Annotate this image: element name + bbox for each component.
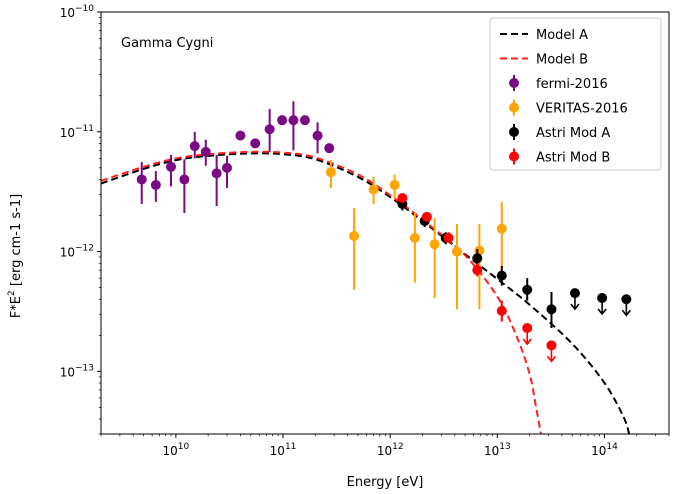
- astri-mod-b-point: [472, 265, 483, 276]
- fermi-2016-point: [150, 179, 161, 190]
- legend-label-veritas-2016: VERITAS-2016: [536, 102, 628, 117]
- astri-mod-b-point: [522, 323, 533, 334]
- x-tick-exponent: 12: [392, 442, 403, 452]
- x-tick-label: 1012: [377, 442, 404, 458]
- veritas-2016-point: [325, 167, 336, 178]
- chart-annotation: Gamma Cygni: [121, 36, 213, 51]
- legend-label-fermi-2016: fermi-2016: [536, 77, 608, 92]
- astri-mod-b-limit-arrow: [522, 338, 532, 346]
- y-axis-title-base: F*E: [9, 296, 24, 318]
- veritas-2016-point: [368, 184, 379, 195]
- y-axis-title-rest: [erg cm-1 s-1]: [9, 194, 24, 290]
- legend-label-astri-mod-b: Astri Mod B: [536, 151, 610, 166]
- x-tick-label: 1011: [270, 442, 297, 458]
- fermi-2016-point: [250, 138, 261, 149]
- y-tick-label: 10−12: [60, 244, 94, 260]
- fermi-2016-point: [179, 174, 190, 185]
- fermi-2016-point: [165, 161, 176, 172]
- legend-label-model-a: Model A: [536, 28, 588, 43]
- fermi-2016-point: [222, 162, 233, 173]
- y-tick-label: 10−11: [60, 124, 94, 140]
- astri-mod-a-point: [569, 288, 580, 299]
- veritas-2016-point: [496, 223, 507, 234]
- legend-swatch-astri-mod-a: [509, 127, 519, 137]
- y-axis-title: F*E2 [erg cm-1 s-1]: [7, 194, 24, 318]
- y-tick-mantissa: 10: [60, 246, 75, 260]
- fermi-2016-point: [277, 115, 288, 126]
- x-tick-label: 1010: [163, 442, 190, 458]
- veritas-2016-point: [429, 239, 440, 250]
- fermi-2016-point: [312, 130, 323, 141]
- y-tick-exponent: −13: [75, 363, 94, 373]
- fermi-2016-point: [235, 130, 246, 141]
- legend-box: [489, 17, 662, 171]
- legend-label-model-b: Model B: [536, 53, 588, 68]
- astri-mod-a-point: [597, 292, 608, 303]
- data-points: [136, 101, 632, 363]
- fermi-2016-point: [189, 141, 200, 152]
- legend-label-astri-mod-a: Astri Mod A: [536, 126, 610, 141]
- astri-mod-a-limit-arrow: [621, 309, 631, 317]
- astri-mod-b-point: [443, 232, 454, 243]
- x-tick-exponent: 14: [606, 442, 618, 452]
- veritas-2016-point: [451, 246, 462, 257]
- x-tick-exponent: 11: [285, 442, 296, 452]
- model-curve-model-b: [101, 150, 542, 434]
- model-curve-model-a: [101, 152, 631, 434]
- legend-swatch-fermi-2016: [509, 78, 519, 88]
- y-tick-exponent: −11: [75, 124, 94, 134]
- y-tick-label: 10−13: [60, 363, 94, 379]
- x-tick-exponent: 13: [499, 442, 510, 452]
- legend: Model A Model B fermi-2016 VERITAS-2016 Astr…: [489, 17, 662, 171]
- fermi-2016-point: [324, 143, 335, 154]
- x-axis-title: Energy [eV]: [347, 475, 424, 490]
- legend-swatch-veritas-2016: [509, 102, 519, 113]
- astri-mod-b-point: [546, 340, 557, 351]
- y-tick-exponent: −12: [75, 244, 94, 254]
- astri-mod-a-point: [621, 294, 632, 305]
- x-tick-label: 1013: [484, 442, 511, 458]
- astri-mod-b-point: [421, 211, 432, 222]
- astri-mod-a-point: [546, 304, 557, 315]
- x-tick-mantissa: 10: [377, 444, 392, 458]
- x-tick-mantissa: 10: [484, 444, 499, 458]
- x-tick-mantissa: 10: [163, 444, 178, 458]
- astri-mod-b-point: [496, 305, 507, 316]
- astri-mod-b-point: [397, 193, 408, 204]
- x-tick-exponent: 10: [178, 442, 190, 452]
- veritas-2016-point: [389, 179, 400, 190]
- y-tick-mantissa: 10: [60, 365, 75, 379]
- x-tick-label: 1014: [591, 442, 618, 458]
- model-curves: [101, 150, 631, 434]
- astri-mod-b-limit-arrow: [546, 355, 557, 363]
- fermi-2016-point: [136, 174, 147, 185]
- y-tick-label: 10−10: [60, 4, 95, 20]
- veritas-2016-point: [349, 230, 360, 241]
- astri-mod-a-limit-arrow: [570, 303, 580, 311]
- veritas-2016-point: [409, 232, 420, 243]
- fermi-2016-point: [288, 115, 299, 126]
- y-tick-exponent: −10: [75, 4, 94, 14]
- y-axis-title-sup: 2: [7, 290, 17, 296]
- astri-mod-a-point: [472, 253, 483, 264]
- astri-mod-a-point: [496, 270, 507, 281]
- x-tick-mantissa: 10: [270, 444, 285, 458]
- x-tick-mantissa: 10: [591, 444, 606, 458]
- fermi-2016-point: [200, 146, 211, 157]
- astri-mod-a-point: [522, 284, 533, 295]
- astri-mod-a-limit-arrow: [597, 308, 607, 316]
- y-tick-mantissa: 10: [60, 126, 75, 140]
- y-tick-mantissa: 10: [60, 6, 75, 20]
- fermi-2016-point: [211, 168, 222, 179]
- legend-swatch-astri-mod-b: [509, 151, 519, 162]
- fermi-2016-point: [264, 124, 275, 135]
- fermi-2016-point: [299, 115, 310, 126]
